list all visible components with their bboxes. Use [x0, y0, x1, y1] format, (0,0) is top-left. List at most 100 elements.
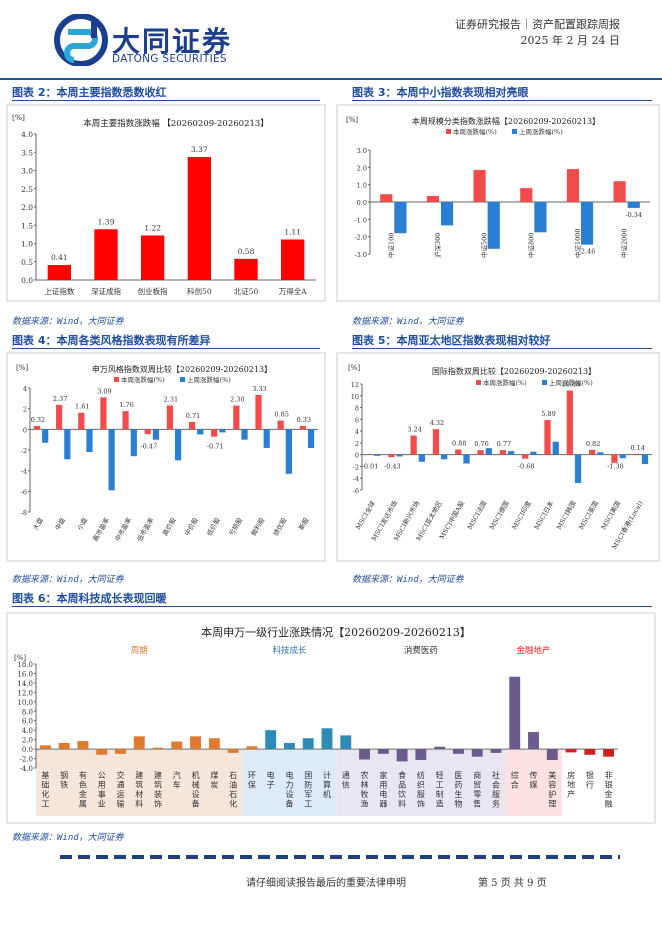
- chart-frame: [6, 612, 656, 824]
- y-tick-label: 3.0: [357, 147, 367, 155]
- figure-5-chart: [%] 国际指数双周比较【20260209-20260213】本周涨跌幅(%) 上周…: [336, 352, 660, 562]
- bar: [108, 429, 115, 491]
- bar: [552, 441, 559, 455]
- data-label: 0.77: [497, 440, 511, 448]
- bar: [359, 749, 370, 760]
- y-tick-label: -4.0: [20, 765, 34, 773]
- bar: [122, 411, 129, 430]
- y-tick-label: 3.5: [21, 148, 33, 157]
- y-tick-label: 14.0: [17, 680, 33, 688]
- bar: [508, 451, 515, 455]
- data-label: -0.71: [207, 442, 224, 450]
- bar: [227, 749, 239, 753]
- y-tick-label: -2: [353, 463, 359, 471]
- data-label: 0.76: [474, 440, 488, 448]
- group-band: [505, 750, 562, 816]
- x-tick-label: 中证800: [526, 233, 535, 258]
- y-tick-label: -3.0: [354, 251, 367, 259]
- chart-frame: [6, 104, 326, 302]
- bar: [133, 736, 145, 750]
- data-label: 0.82: [586, 440, 600, 448]
- x-tick-label: 中市盈率: [113, 515, 134, 542]
- figure-3-rule: [352, 100, 652, 101]
- x-tick-label: MSCI英国: [576, 499, 600, 531]
- bar: [588, 449, 596, 455]
- x-tick-label: 低市盈率: [135, 515, 156, 542]
- bar: [633, 453, 640, 455]
- bar: [410, 435, 417, 455]
- footer-page-number: 第 5 页 共 9 页: [478, 878, 547, 889]
- bar: [455, 449, 462, 455]
- figure-2-title: 图表 2：本周主要指数悉数收红: [12, 86, 167, 99]
- y-tick-label: 0.0: [357, 199, 367, 207]
- x-tick-label: 家用电器: [379, 770, 387, 809]
- bar: [255, 394, 262, 430]
- bar: [152, 429, 160, 440]
- bar: [285, 429, 292, 474]
- data-label: 0.85: [274, 411, 288, 419]
- data-label: 0.41: [51, 253, 68, 262]
- bar: [597, 452, 604, 455]
- footer-dashed-rule: [60, 855, 620, 859]
- bar: [64, 429, 71, 460]
- bar: [246, 746, 258, 750]
- x-tick-label: 钢铁: [60, 770, 68, 790]
- x-tick-label: 传媒: [530, 770, 538, 790]
- bar: [509, 676, 521, 750]
- x-tick-label: 国防军工: [304, 771, 312, 809]
- bar: [144, 429, 151, 435]
- bar: [42, 429, 49, 443]
- x-tick-label: 新股: [296, 515, 311, 531]
- bar: [434, 746, 446, 750]
- x-tick-label: 高价股: [160, 515, 178, 537]
- y-tick-label: -2: [21, 447, 27, 455]
- y-tick-label: 2.0: [357, 164, 367, 172]
- bar: [188, 421, 196, 430]
- bar: [619, 454, 626, 459]
- figure-2-source: 数据来源：Wind，大同证券: [12, 317, 124, 327]
- bar: [39, 745, 51, 750]
- x-tick-label: MSCI法国: [465, 499, 489, 531]
- figure-6-source: 数据来源：Wind，大同证券: [12, 833, 124, 843]
- x-tick-label: MSCI美国: [599, 499, 623, 531]
- bar: [394, 202, 407, 234]
- x-tick-label: 中盘: [53, 515, 68, 531]
- y-tick-label: 10: [351, 393, 359, 401]
- legend-label: 上周涨跌幅(%): [519, 127, 563, 136]
- bar: [641, 454, 649, 465]
- x-tick-label: 食品饮料: [398, 770, 406, 809]
- figure-3-chart: [%] 本周规模分类指数涨跌幅【20260209-20260213】本周涨跌幅(%…: [336, 104, 660, 302]
- data-label: -0.43: [384, 463, 401, 471]
- y-tick-label: -8: [21, 509, 27, 517]
- data-label: 0.58: [238, 247, 255, 256]
- x-tick-label: 综合: [511, 770, 519, 790]
- data-label: 3.37: [191, 145, 208, 154]
- bar: [584, 749, 596, 755]
- figure-2-chart: [%] 本周主要指数涨跌幅 【20260209-20260213】 0.0 0.5 1.…: [6, 104, 326, 302]
- y-tick-label: 6: [355, 416, 359, 424]
- bar: [233, 405, 240, 430]
- bar: [219, 429, 226, 433]
- x-tick-label: 中证2000: [620, 228, 629, 258]
- chart-title: 国际指数双周比较【20260209-20260213】: [432, 366, 596, 376]
- y-tick-label: 18.0: [17, 661, 33, 669]
- y-tick-label: -4: [353, 475, 359, 483]
- y-tick-label: 8: [355, 405, 359, 413]
- bar: [611, 454, 618, 463]
- bar: [281, 239, 305, 280]
- data-label: -0.01: [362, 463, 379, 471]
- y-tick-label: 16.0: [17, 670, 33, 678]
- bar: [380, 194, 393, 202]
- bar: [141, 235, 165, 280]
- x-tick-label: 电力设备: [285, 770, 293, 809]
- group-band: [336, 750, 506, 816]
- bar: [208, 738, 220, 750]
- figure-3-source: 数据来源：Wind，大同证券: [352, 317, 464, 327]
- bar: [528, 732, 539, 750]
- bar: [321, 728, 333, 750]
- bar: [432, 429, 440, 455]
- bar: [396, 749, 408, 762]
- figure-4-chart: [%] 申万风格指数双周比较【20260209-20260213】本周涨跌幅(%)…: [6, 352, 326, 562]
- y-tick-label: 0: [355, 452, 359, 460]
- report-date: 2025 年 2 月 24 日: [520, 34, 620, 47]
